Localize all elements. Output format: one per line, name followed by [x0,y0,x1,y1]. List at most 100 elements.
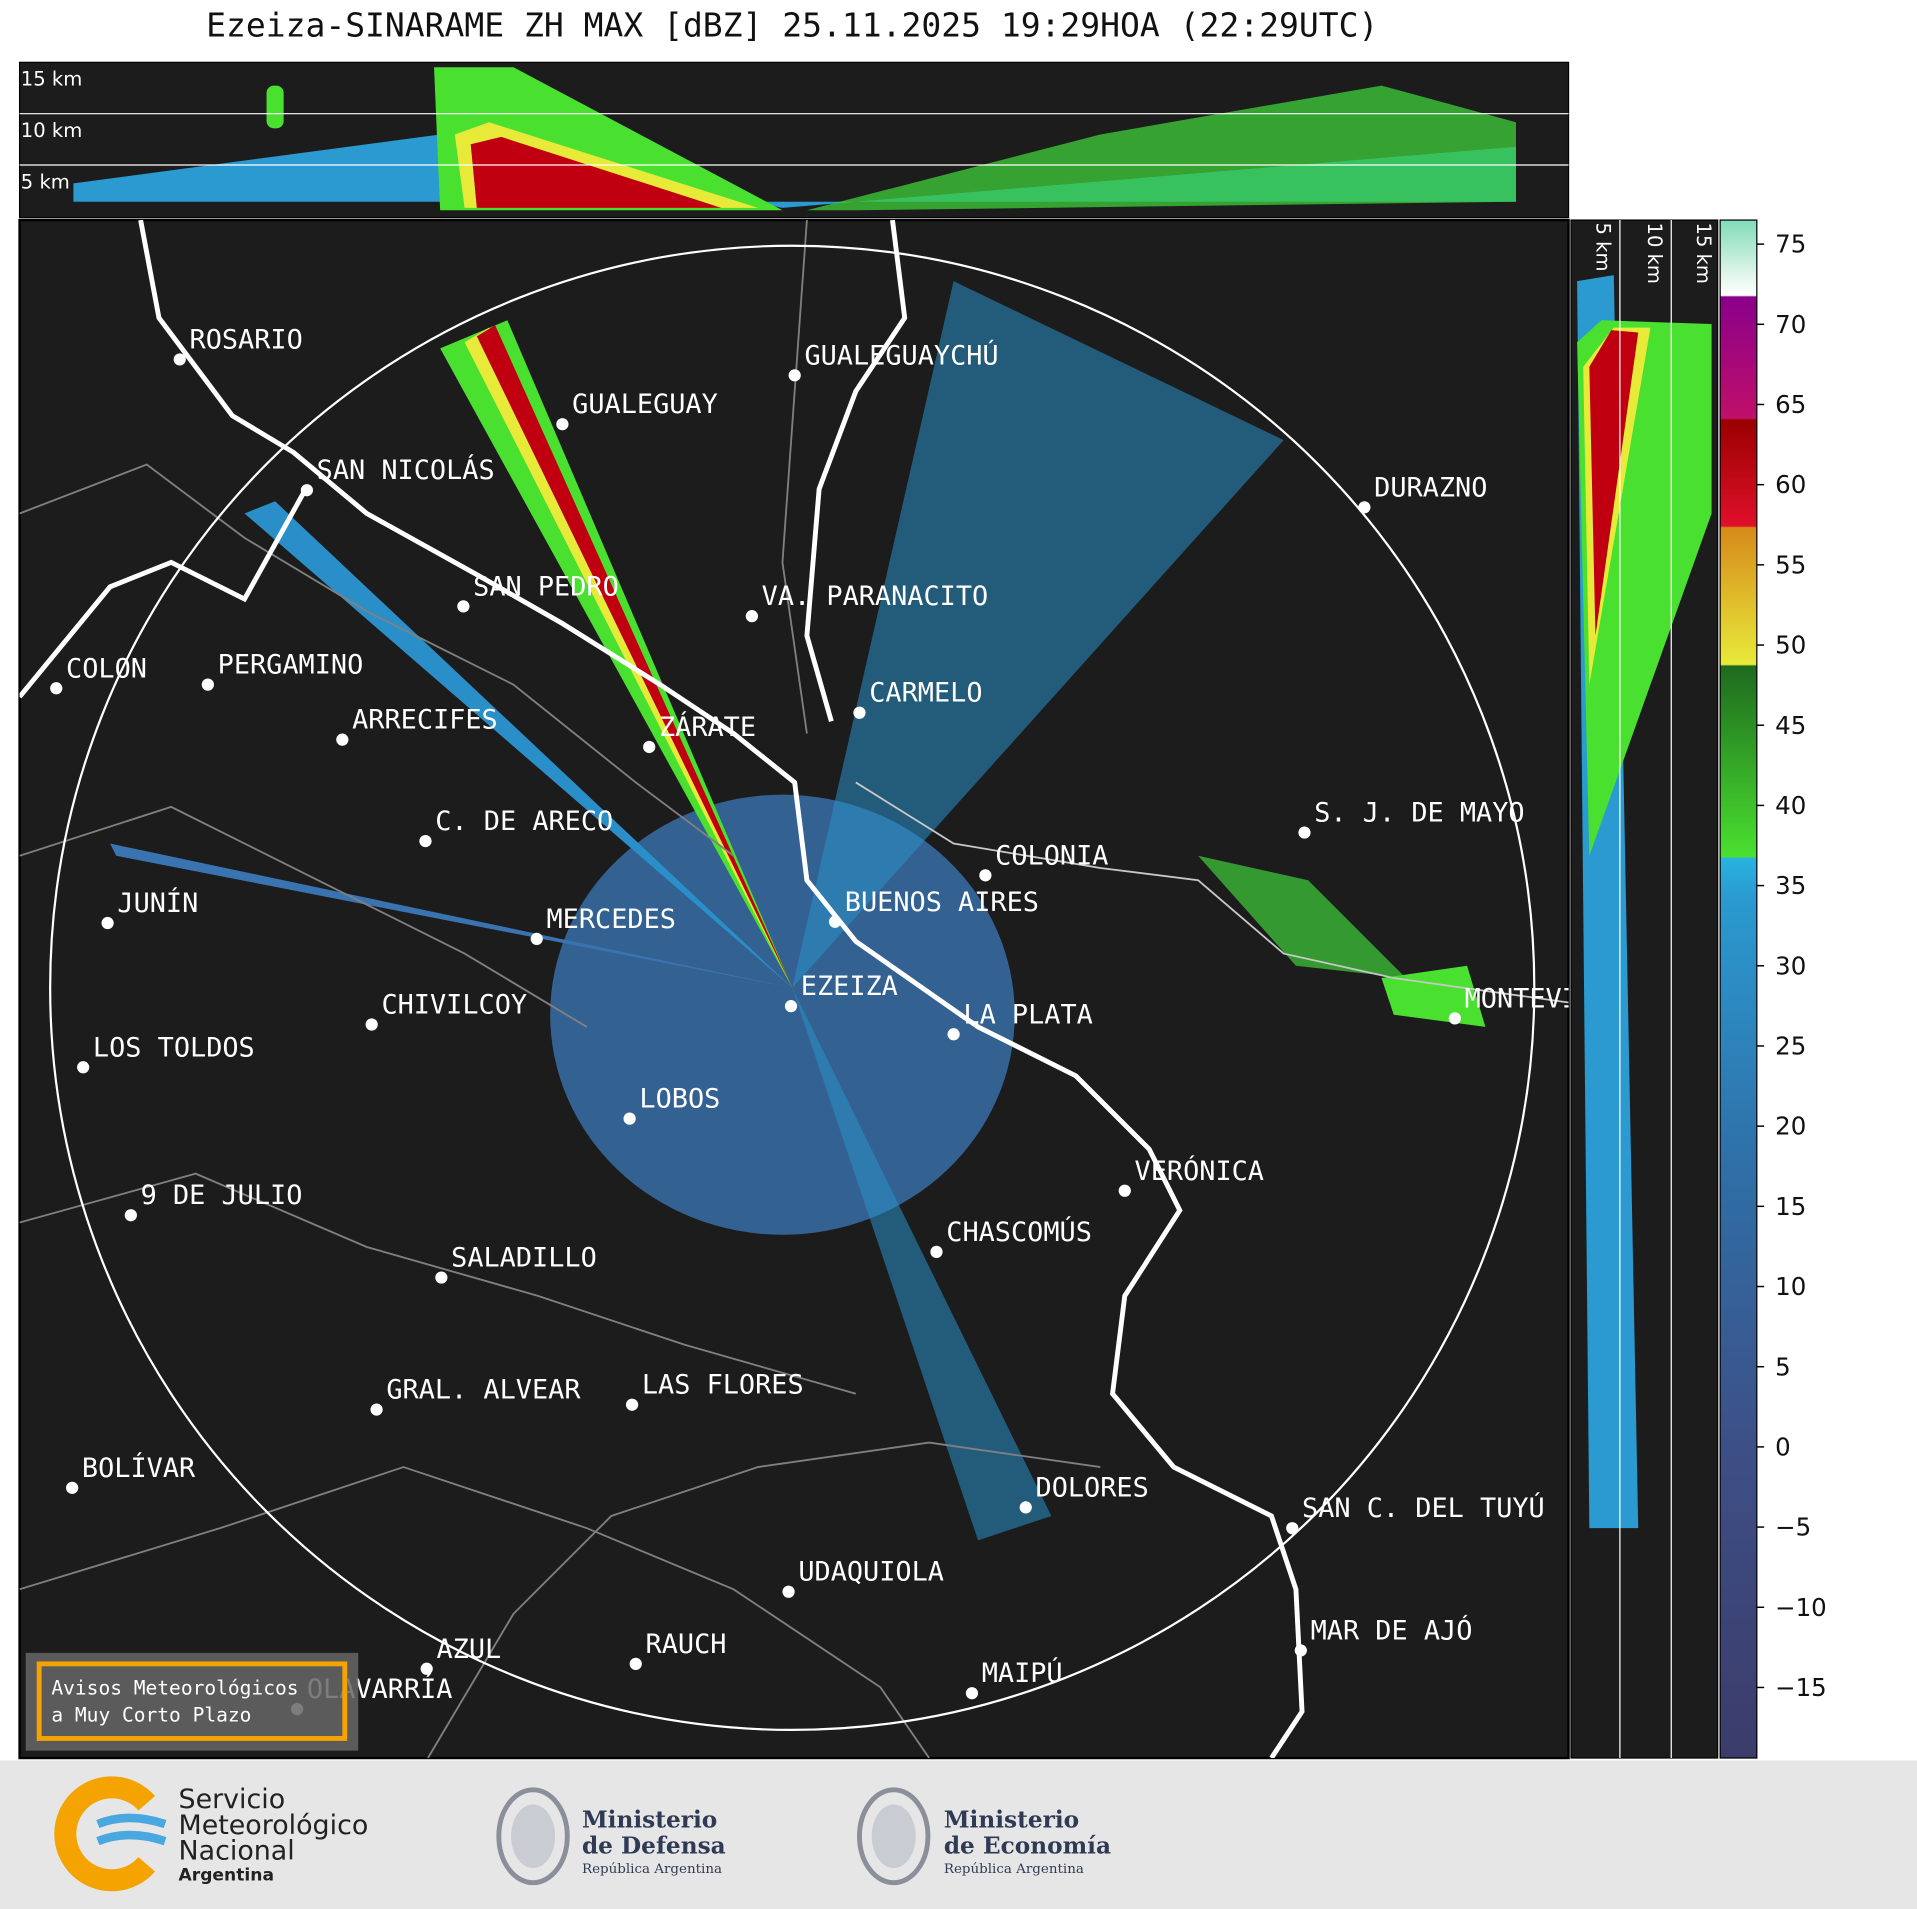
city-label: CARMELO [869,678,982,709]
city-label: SAN C. DEL TUYÚ [1302,1492,1545,1524]
city-label: PERGAMINO [218,650,364,681]
warning-box-bg [25,1652,359,1751]
tick-label: 30 [1775,951,1806,980]
city-dot [930,1245,943,1258]
economia-logo: Ministerio de Economía República Argenti… [857,1787,1111,1886]
height-label: 10 km [1643,223,1666,284]
tick-label: 5 [1775,1352,1791,1381]
city-label: GUALEGUAYCHÚ [804,339,998,371]
city-label: C. DE ARECO [435,806,613,837]
tick-label: 60 [1775,470,1806,499]
city-label: EZEIZA [801,971,898,1002]
tick-label: 20 [1775,1112,1806,1141]
colorbar [1719,219,1758,1759]
smn-logo: Servicio Meteorológico Nacional Argentin… [54,1776,368,1892]
city-dot [623,1112,636,1125]
city-dot [745,610,759,623]
city-layer: ROSARIO GUALEGUAYCHÚ GUALEGUAY SAN NICOLÁS D… [50,324,1569,1716]
city-dot [435,1271,448,1284]
city-label: AZUL [436,1634,501,1665]
city-dot [50,682,63,695]
city-label: MAR DE AJÓ [1311,1614,1473,1646]
city-label: S. J. DE MAYO [1314,798,1524,829]
defensa-logo: Ministerio de Defensa República Argentin… [496,1787,726,1886]
city-label: SAN NICOLÁS [317,454,495,486]
city-dot [173,353,186,366]
logo-text: de Economía [944,1832,1111,1859]
city-dot [828,915,842,928]
logo-text: Ministerio [582,1807,717,1834]
tick-label: −15 [1775,1673,1827,1702]
city-label: COLON [66,653,147,684]
city-dot [419,834,432,848]
title: Ezeiza-SINARAME ZH MAX [dBZ] 25.11.2025 … [206,6,1378,45]
tick-label: 40 [1775,791,1806,820]
warning-box[interactable] [36,1661,348,1741]
city-label: RAUCH [646,1629,727,1660]
city-label: LAS FLORES [642,1370,804,1401]
city-dot [77,1061,90,1074]
warning-text: Avisos Meteorológicos [51,1676,298,1699]
city-dot [1118,1184,1131,1197]
height-label: 5 km [1592,223,1615,272]
city-dot [784,1000,798,1013]
coastline [19,220,1305,1759]
city-dot [336,733,349,746]
city-label: CHASCOMÚS [946,1216,1092,1248]
city-dot [965,1687,979,1700]
tick-label: 75 [1775,230,1806,259]
city-dot [530,932,543,946]
city-label: SALADILLO [451,1243,597,1274]
city-dot [1019,1501,1032,1514]
height-label: 10 km [21,119,82,142]
map-layer: ROSARIO GUALEGUAYCHÚ GUALEGUAY SAN NICOLÁS D… [19,220,1569,1759]
city-dot [201,678,214,691]
city-label: GUALEGUAY [572,389,718,420]
range-ring [49,244,1536,1731]
city-dot [420,1662,433,1675]
logo-text: de Defensa [582,1832,726,1859]
city-dot [300,484,313,497]
logo-text: Ministerio [944,1807,1079,1834]
tick-label: −5 [1775,1513,1811,1542]
city-label: COLONIA [995,840,1108,871]
city-dot [1286,1522,1299,1535]
city-label: DOLORES [1036,1472,1149,1503]
city-dot [1294,1644,1307,1657]
city-label: SAN PEDRO [473,571,619,602]
city-dot [457,600,470,613]
tick-label: 0 [1775,1432,1791,1461]
city-dot [66,1481,79,1494]
side-echoes [1577,275,1712,1529]
city-dot [629,1657,642,1670]
city-dot [556,418,569,431]
city-label: LOS TOLDOS [93,1032,255,1063]
warning-text: a Muy Corto Plazo [51,1703,251,1726]
city-dot [947,1028,960,1041]
height-label: 15 km [1692,223,1715,284]
city-label: MAIPÚ [982,1657,1063,1689]
colorbar-ticks: −15 −10 −5 0 5 10 15 20 25 30 35 40 45 50 55 60 65 70 75 [1756,230,1827,1702]
city-label: BOLÍVAR [82,1452,196,1484]
city-label: ZÁRATE [659,711,756,743]
city-dot [1358,501,1371,514]
logo-text: Nacional [179,1835,295,1866]
city-dot [643,740,656,754]
city-label: 9 DE JULIO [141,1180,303,1211]
tick-label: 50 [1775,631,1806,660]
city-label: VA. PARANACITO [762,581,989,612]
city-dot [788,369,801,382]
city-label: DURAZNO [1374,472,1487,503]
city-dot [365,1018,378,1031]
city-label: GRAL. ALVEAR [386,1375,581,1406]
city-label: UDAQUIOLA [798,1557,944,1588]
tick-label: 65 [1775,390,1806,419]
city-dot [625,1398,639,1411]
city-label: ROSARIO [190,324,303,355]
logo-text: República Argentina [582,1862,722,1877]
city-label: LA PLATA [963,999,1092,1030]
tick-label: −10 [1775,1593,1827,1622]
logo-text: República Argentina [944,1862,1084,1877]
city-label: JUNÍN [117,887,198,919]
